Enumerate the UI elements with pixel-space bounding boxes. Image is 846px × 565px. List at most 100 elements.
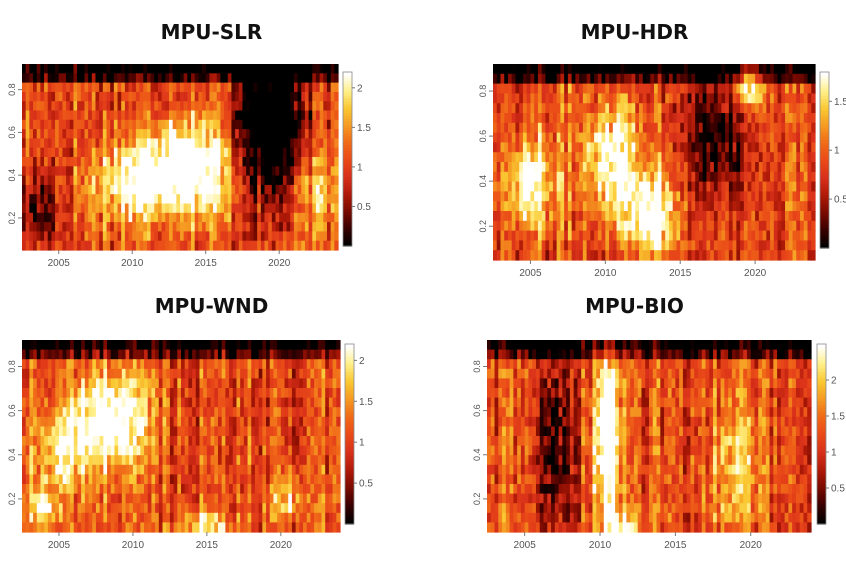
heatmap-cell (62, 204, 66, 214)
heatmap-cell (262, 474, 266, 484)
heatmap-cell (323, 157, 327, 167)
heatmap-cell (222, 388, 226, 398)
heatmap-cell (37, 359, 41, 369)
heatmap-cell (155, 417, 159, 427)
heatmap-cell (639, 142, 643, 152)
heatmap-cell (114, 241, 118, 251)
heatmap-cell (184, 185, 188, 195)
heatmap-cell (301, 185, 305, 195)
heatmap-cell (665, 191, 669, 201)
heatmap-cell (100, 359, 104, 369)
heatmap-cell (266, 455, 270, 465)
heatmap-cell (665, 231, 669, 241)
heatmap-cell (609, 113, 613, 123)
heatmap-cell (177, 446, 181, 456)
heatmap-cell (800, 93, 804, 103)
heatmap-cell (233, 398, 237, 408)
heatmap-cell (500, 182, 504, 192)
heatmap-cell (22, 231, 26, 241)
heatmap-cell (148, 446, 152, 456)
heatmap-cell (643, 152, 647, 162)
heatmap-cell (334, 176, 338, 186)
heatmap-cell (176, 148, 180, 158)
heatmap-cell (126, 426, 130, 436)
heatmap-cell (188, 436, 192, 446)
heatmap-cell (173, 111, 177, 121)
heatmap-cell (587, 142, 591, 152)
heatmap-cell (63, 503, 67, 513)
heatmap-cell (759, 172, 763, 182)
heatmap-cell (538, 123, 542, 133)
heatmap-cell (710, 113, 714, 123)
heatmap-cell (170, 494, 174, 504)
heatmap-cell (695, 231, 699, 241)
heatmap-cell (669, 250, 673, 260)
heatmap-cell (29, 120, 33, 130)
heatmap-cell (800, 113, 804, 123)
heatmap-cell (617, 152, 621, 162)
heatmap-cell (63, 407, 67, 417)
heatmap-cell (508, 152, 512, 162)
heatmap-cell (203, 522, 207, 532)
heatmap-cell (266, 407, 270, 417)
heatmap-cell (147, 241, 151, 251)
heatmap-cell (530, 162, 534, 172)
heatmap-cell (575, 221, 579, 231)
heatmap-cell (647, 162, 651, 172)
heatmap-cell (213, 241, 217, 251)
heatmap-cell (287, 148, 291, 158)
heatmap-cell (272, 73, 276, 83)
heatmap-cell (33, 484, 37, 494)
heatmap-cell (70, 474, 74, 484)
heatmap-cell (196, 398, 200, 408)
heatmap-cell (140, 465, 144, 475)
heatmap-cell (251, 340, 255, 350)
heatmap-cell (29, 446, 33, 456)
heatmap-cell (162, 222, 166, 232)
heatmap-cell (632, 74, 636, 84)
heatmap-cell (188, 484, 192, 494)
heatmap-cell (620, 93, 624, 103)
heatmap-cell (242, 204, 246, 214)
heatmap-cell (316, 92, 320, 102)
heatmap-cell (323, 129, 327, 139)
heatmap-cell (122, 407, 126, 417)
heatmap-cell (587, 211, 591, 221)
heatmap-cell (549, 64, 553, 74)
heatmap-cell (766, 113, 770, 123)
colorbar (343, 72, 352, 247)
heatmap-cell (66, 101, 70, 111)
heatmap-cell (594, 113, 598, 123)
heatmap-cell (155, 426, 159, 436)
heatmap-cell (22, 222, 26, 232)
heatmap-cell (755, 231, 759, 241)
heatmap-cell (316, 64, 320, 74)
heatmap-cell (66, 455, 70, 465)
heatmap-cell (527, 162, 531, 172)
heatmap-cell (781, 152, 785, 162)
heatmap-cell (29, 231, 33, 241)
heatmap-cell (290, 222, 294, 232)
heatmap-cell (714, 250, 718, 260)
heatmap-cell (218, 426, 222, 436)
heatmap-cell (52, 398, 56, 408)
heatmap-cell (114, 378, 118, 388)
heatmap-cell (811, 240, 815, 250)
heatmap-cell (48, 241, 52, 251)
heatmap-cell (89, 350, 93, 360)
heatmap-cell (129, 138, 133, 148)
heatmap-cell (294, 138, 298, 148)
heatmap-cell (246, 83, 250, 93)
heatmap-cell (103, 185, 107, 195)
heatmap-cell (26, 204, 30, 214)
heatmap-cell (240, 446, 244, 456)
heatmap-cell (579, 201, 583, 211)
heatmap-cell (129, 73, 133, 83)
heatmap-cell (96, 407, 100, 417)
heatmap-cell (103, 417, 107, 427)
heatmap-cell (261, 92, 265, 102)
heatmap-cell (187, 101, 191, 111)
heatmap-cell (755, 123, 759, 133)
heatmap-cell (763, 240, 767, 250)
x-tick-label: 2010 (121, 258, 144, 269)
